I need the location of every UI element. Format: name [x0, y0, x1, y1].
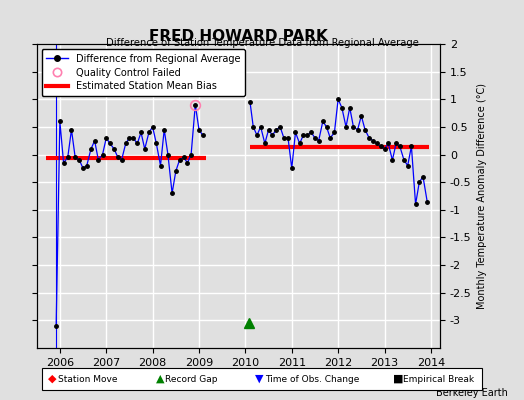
Legend: Difference from Regional Average, Quality Control Failed, Estimated Station Mean: Difference from Regional Average, Qualit…: [41, 49, 245, 96]
Text: ▲: ▲: [156, 374, 164, 384]
Text: Difference of Station Temperature Data from Regional Average: Difference of Station Temperature Data f…: [105, 38, 419, 48]
Y-axis label: Monthly Temperature Anomaly Difference (°C): Monthly Temperature Anomaly Difference (…: [477, 83, 487, 309]
Text: ■: ■: [393, 374, 403, 384]
Text: Empirical Break: Empirical Break: [403, 374, 475, 384]
Text: Station Move: Station Move: [58, 374, 117, 384]
Text: Time of Obs. Change: Time of Obs. Change: [265, 374, 359, 384]
Text: ◆: ◆: [48, 374, 57, 384]
Text: ▼: ▼: [255, 374, 264, 384]
Text: Record Gap: Record Gap: [165, 374, 217, 384]
Title: FRED HOWARD PARK: FRED HOWARD PARK: [149, 29, 328, 44]
Text: Berkeley Earth: Berkeley Earth: [436, 388, 508, 398]
